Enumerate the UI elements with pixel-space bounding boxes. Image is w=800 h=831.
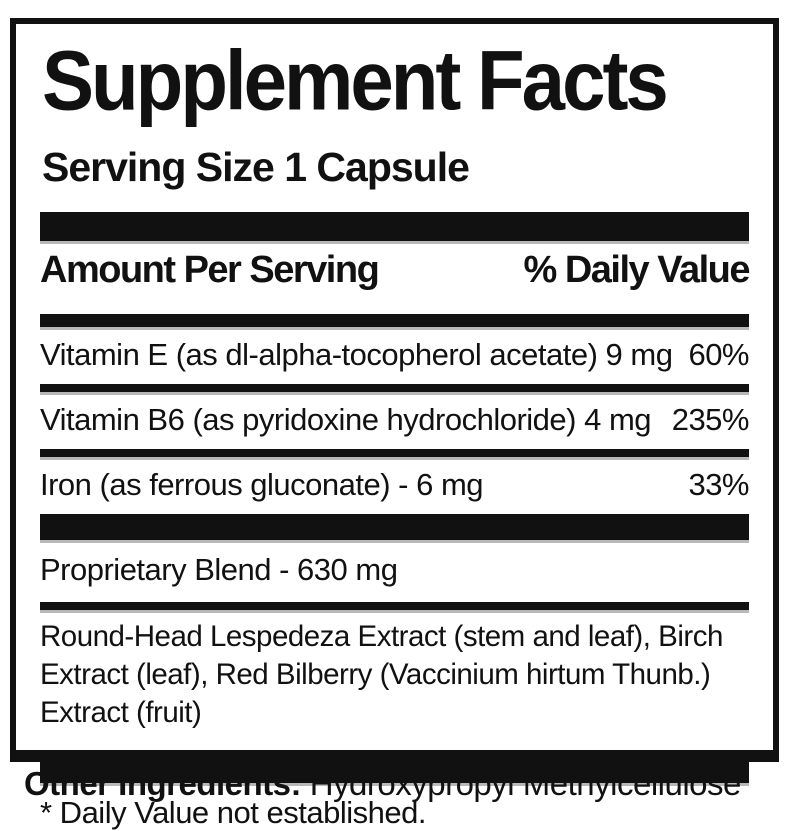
nutrient-daily-value: 60% [688, 337, 749, 372]
nutrient-name: Vitamin E (as dl-alpha-tocopherol acetat… [40, 337, 673, 372]
divider-bar-top [40, 212, 749, 241]
other-ingredients-label: Other Ingredients: [24, 765, 302, 802]
column-header-row: Amount Per Serving % Daily Value [40, 241, 750, 302]
proprietary-blend-name: Proprietary Blend - 630 mg [40, 552, 398, 587]
other-ingredients-value: Hydroxypropyl Methylcellulose [301, 765, 742, 802]
divider-row-1 [40, 384, 749, 392]
nutrient-daily-value: 33% [688, 467, 749, 502]
nutrient-name: Vitamin B6 (as pyridoxine hydrochloride)… [40, 402, 652, 437]
nutrient-daily-value: 235% [671, 402, 750, 437]
table-row-iron: Iron (as ferrous gluconate) - 6 mg 33% [40, 457, 749, 514]
divider-blend [40, 602, 749, 610]
amount-per-serving-header: Amount Per Serving [40, 249, 380, 291]
proprietary-blend-ingredients: Round-Head Lespedeza Extract (stem and l… [40, 620, 723, 729]
supplement-facts-panel: Supplement Facts Serving Size 1 Capsule … [10, 18, 779, 830]
table-row-vitamin-b6: Vitamin B6 (as pyridoxine hydrochloride)… [40, 392, 750, 449]
serving-size-text: Serving Size 1 Capsule [42, 144, 470, 190]
supplement-facts-title: Supplement Facts [42, 32, 669, 128]
table-row-vitamin-e: Vitamin E (as dl-alpha-tocopherol acetat… [40, 327, 749, 384]
divider-row-2 [40, 449, 749, 457]
other-ingredients-line: Other Ingredients: Hydroxypropyl Methylc… [24, 765, 741, 803]
divider-bar-header [40, 314, 749, 327]
divider-bar-blend [40, 514, 749, 540]
divider-bar-footnote [40, 752, 749, 783]
daily-value-header: % Daily Value [523, 249, 750, 291]
nutrient-name: Iron (as ferrous gluconate) - 6 mg [40, 467, 484, 502]
